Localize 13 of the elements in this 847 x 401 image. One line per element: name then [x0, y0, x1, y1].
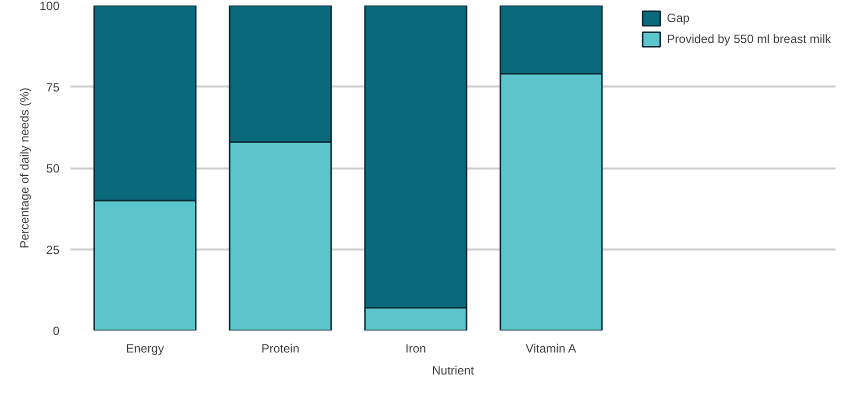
y-tick-label: 25	[46, 242, 60, 257]
y-tick-label: 50	[46, 162, 60, 176]
x-tick-label: Iron	[405, 342, 426, 356]
legend-label: Provided by 550 ml breast milk	[666, 32, 831, 46]
y-axis-title: Percentage of daily needs (%)	[17, 88, 32, 248]
y-tick-label: 0	[52, 324, 60, 338]
x-tick-label: Protein	[261, 342, 300, 356]
y-tick-label: 75	[46, 80, 60, 94]
y-tick-label: 100	[39, 0, 60, 13]
x-axis-title: Nutrient	[432, 364, 475, 378]
x-tick-label: Energy	[126, 342, 164, 356]
legend-label: Gap	[666, 11, 690, 25]
x-tick-label: Vitamin A	[526, 342, 576, 356]
